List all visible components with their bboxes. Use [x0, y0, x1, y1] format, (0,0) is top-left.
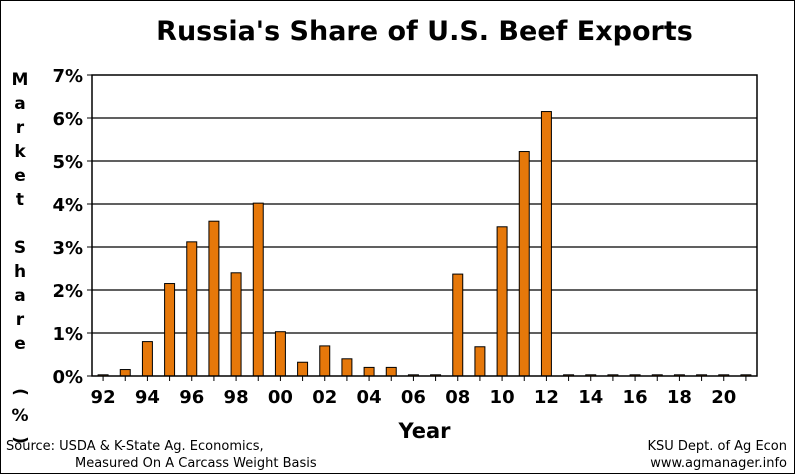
y-axis-label-char: k	[14, 142, 26, 162]
y-axis-label-char: a	[14, 286, 26, 306]
y-axis-label-char: e	[14, 334, 26, 354]
source-note-detail: Measured On A Carcass Weight Basis	[75, 456, 317, 471]
x-tick-label: 10	[490, 387, 515, 408]
bar	[518, 151, 530, 377]
bar	[141, 341, 153, 377]
bar	[341, 358, 353, 377]
y-axis-label-char: e	[14, 166, 26, 186]
x-tick-label: 08	[445, 387, 470, 408]
y-axis-label-char: %	[11, 406, 29, 426]
y-axis-label-char: h	[13, 262, 27, 282]
x-tick-label: 00	[268, 387, 293, 408]
y-axis-label-char: S	[13, 238, 27, 258]
plot-area	[92, 75, 757, 376]
bar	[385, 366, 397, 377]
y-axis-label-char: M	[11, 70, 29, 90]
x-axis-label: Year	[398, 419, 451, 443]
credit-url: www.agmanager.info	[650, 456, 787, 471]
bar	[319, 345, 331, 377]
y-axis-label-char: t	[15, 190, 25, 210]
bar	[496, 226, 508, 377]
bar	[297, 361, 309, 377]
y-axis-label-char: r	[15, 310, 25, 330]
plot-border	[91, 74, 758, 377]
x-tick-label: 92	[91, 387, 116, 408]
x-tick-label: 96	[179, 387, 204, 408]
x-tick-label: 94	[135, 387, 160, 408]
bar	[274, 331, 286, 377]
x-tick-label: 12	[534, 387, 559, 408]
source-note: Source: USDA & K-State Ag. Economics,	[6, 439, 264, 454]
y-tick-label: 6%	[52, 109, 83, 130]
x-tick-label: 02	[312, 387, 337, 408]
x-tick-label: 20	[711, 387, 736, 408]
chart-title: Russia's Share of U.S. Beef Exports	[156, 16, 693, 47]
x-tick-label: 18	[667, 387, 692, 408]
bar	[208, 220, 220, 377]
y-tick-label: 2%	[52, 281, 83, 302]
bar	[452, 273, 464, 377]
x-tick-label: 14	[578, 387, 603, 408]
x-tick-label: 98	[224, 387, 249, 408]
credit-note: KSU Dept. of Ag Econ	[647, 439, 787, 454]
bar	[186, 241, 198, 377]
x-tick-label: 06	[401, 387, 426, 408]
bar	[252, 202, 264, 377]
y-tick-label: 4%	[52, 195, 83, 216]
bar	[540, 111, 552, 377]
y-axis-label-char: a	[14, 94, 26, 114]
bar	[119, 369, 131, 377]
x-tick-label: 16	[623, 387, 648, 408]
y-tick-label: 7%	[52, 66, 83, 87]
bar	[474, 346, 486, 377]
bar	[230, 272, 242, 377]
bar	[164, 283, 176, 377]
y-tick-label: 1%	[52, 324, 83, 345]
y-tick-label: 5%	[52, 152, 83, 173]
y-axis-label-char: r	[15, 118, 25, 138]
bar	[363, 366, 375, 377]
y-tick-label: 0%	[52, 367, 83, 388]
y-tick-label: 3%	[52, 238, 83, 259]
x-tick-label: 04	[357, 387, 382, 408]
